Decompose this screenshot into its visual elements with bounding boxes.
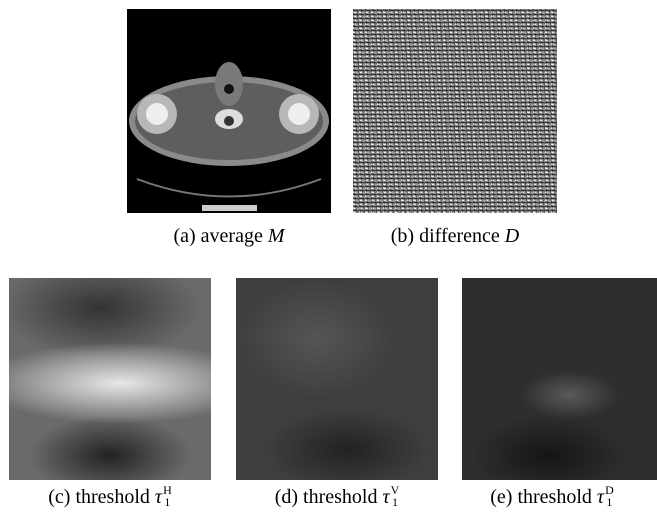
subscript: 1 xyxy=(606,495,613,510)
image-difference xyxy=(353,9,557,213)
subscript: 1 xyxy=(391,495,398,510)
caption-symbol: τ xyxy=(154,486,163,508)
caption: (a) average M xyxy=(127,225,331,248)
caption-label: (b) difference xyxy=(390,225,500,247)
image-threshold-v xyxy=(236,278,438,480)
caption-symbol: M xyxy=(267,225,285,247)
caption-label: (e) threshold xyxy=(490,486,592,508)
caption: (b) difference D xyxy=(353,225,557,248)
superscript: D xyxy=(605,483,614,498)
caption-symbol: τ xyxy=(382,486,390,508)
caption-symbol: τ xyxy=(596,486,605,508)
image-average xyxy=(127,9,331,213)
superscript: V xyxy=(390,483,400,498)
subscript: 1 xyxy=(164,495,171,510)
ct-slice xyxy=(129,62,329,211)
superscript: H xyxy=(163,483,172,498)
caption-label: (a) average xyxy=(173,225,263,247)
caption-symbol: D xyxy=(504,225,520,247)
caption-label: (d) threshold xyxy=(274,486,378,508)
image-threshold-h xyxy=(9,278,211,480)
noise xyxy=(353,9,557,213)
image-threshold-d xyxy=(462,278,657,480)
caption-label: (c) threshold xyxy=(48,486,150,508)
